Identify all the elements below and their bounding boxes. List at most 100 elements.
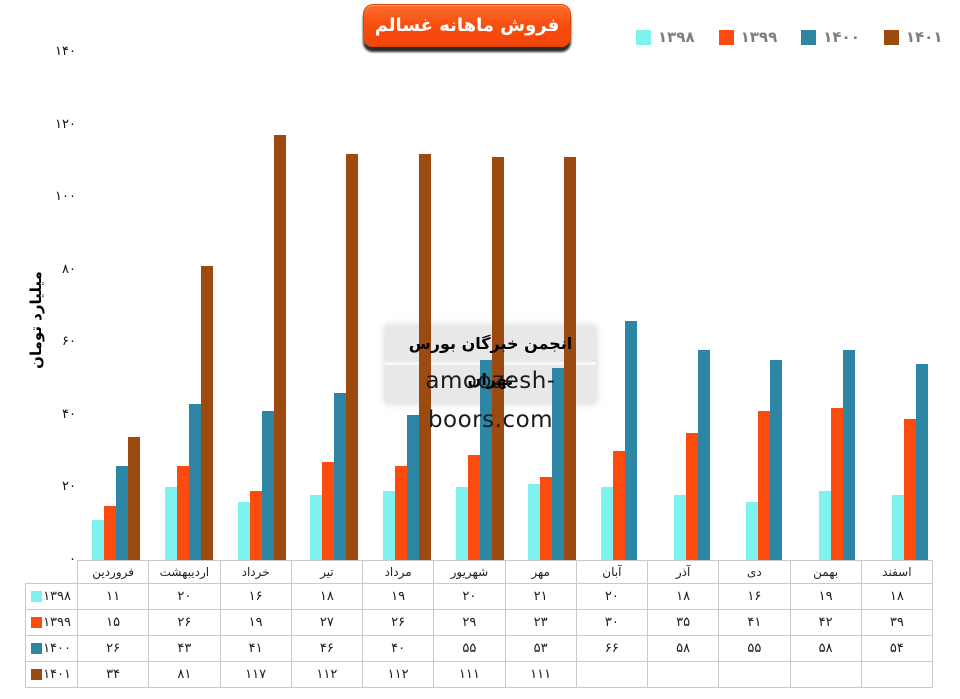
bar — [746, 501, 759, 560]
table-value-cell: ۲۳ — [504, 609, 577, 636]
table-value-cell: ۱۱۲ — [290, 661, 364, 688]
table-value-cell: ۲۷ — [290, 609, 364, 636]
table-value-cell: ۲۰ — [575, 583, 649, 610]
bar — [261, 411, 274, 560]
table-value-cell: ۱۱۱ — [433, 661, 506, 688]
series-label-cell: ۱۴۰۱ — [25, 661, 78, 688]
month-header-cell: آذر — [646, 560, 720, 584]
bar — [625, 320, 637, 560]
legend-swatch-1399 — [718, 29, 734, 45]
bar — [540, 476, 553, 560]
month-header-cell: اردیبهشت — [148, 560, 221, 584]
table-value-cell: ۵۴ — [860, 635, 934, 662]
legend-label-1401: ۱۴۰۱ — [905, 28, 943, 46]
bar — [383, 491, 395, 560]
bar — [697, 349, 710, 560]
bar — [189, 403, 201, 560]
legend-swatch-1398 — [636, 29, 651, 45]
bar — [528, 483, 541, 560]
bar — [334, 393, 347, 560]
bar — [322, 462, 335, 560]
legend-item-1401: ۱۴۰۱ — [883, 28, 943, 46]
table-value-cell: ۵۸ — [646, 635, 720, 662]
legend-swatch-1400 — [801, 29, 817, 45]
bar — [819, 491, 831, 560]
table-value-cell: ۱۶ — [219, 583, 292, 610]
table-row: ۱۳۹۹ ۱۵ ۲۶ ۱۹ ۲۷ ۲۶ ۲۹ ۲۳ ۳۰ ۳۵ ۴۱ ۴۲ ۳۹ — [25, 609, 934, 636]
table-value-cell: ۴۳ — [148, 635, 221, 662]
legend-label-1399: ۱۳۹۹ — [740, 28, 778, 46]
table-value-cell: ۲۶ — [76, 635, 150, 662]
table-value-cell: ۱۱۲ — [361, 661, 435, 688]
bar — [770, 360, 783, 560]
table-value-cell: ۵۵ — [718, 635, 791, 662]
table-row: ۱۴۰۱ ۳۴ ۸۱ ۱۱۷ ۱۱۲ ۱۱۲ ۱۱۱ ۱۱۱ — [25, 661, 934, 688]
y-tick-label: ۱۴۰ — [55, 44, 76, 59]
series-year-label: ۱۴۰۰ — [43, 641, 71, 656]
bar — [601, 487, 613, 560]
legend-item-1398: ۱۳۹۸ — [636, 28, 695, 46]
bar — [249, 491, 262, 560]
bar — [346, 153, 359, 560]
table-value-cell: ۱۸ — [860, 583, 934, 610]
legend-item-1399: ۱۳۹۹ — [718, 28, 778, 46]
table-value-cell: ۵۸ — [789, 635, 862, 662]
legend-label-1400: ۱۴۰۰ — [823, 28, 860, 46]
table-value-cell: ۱۱۱ — [504, 661, 577, 688]
y-tick-label: ۱۲۰ — [55, 116, 76, 132]
table-value-cell: ۳۴ — [76, 661, 150, 688]
bar — [491, 157, 504, 560]
bar — [831, 407, 843, 560]
table-value-cell: ۴۱ — [718, 609, 791, 636]
chart-title-badge: فروش ماهانه غسالم — [363, 4, 571, 47]
month-header-cell: مهر — [504, 560, 577, 584]
bar — [395, 465, 407, 560]
bar — [479, 360, 492, 560]
table-value-cell — [646, 661, 720, 688]
bar — [419, 153, 431, 560]
bar — [237, 501, 250, 560]
month-header-cell: خرداد — [219, 560, 292, 584]
table-row: ۱۳۹۸ ۱۱ ۲۰ ۱۶ ۱۸ ۱۹ ۲۰ ۲۱ ۲۰ ۱۸ ۱۶ ۱۹ ۱۸ — [25, 583, 934, 610]
table-value-cell: ۱۹ — [789, 583, 862, 610]
table-value-cell — [718, 661, 791, 688]
month-header-cell: آبان — [575, 560, 649, 584]
series-year-label: ۱۴۰۱ — [43, 667, 71, 682]
bar — [915, 364, 928, 560]
bar — [128, 436, 141, 560]
series-label-cell: ۱۴۰۰ — [25, 635, 78, 662]
y-tick-label: ۱۰۰ — [55, 189, 76, 205]
chart-title: فروش ماهانه غسالم — [374, 15, 560, 36]
table-value-cell: ۳۹ — [860, 609, 934, 636]
table-value-cell: ۴۰ — [361, 635, 435, 662]
bar — [613, 451, 625, 560]
bar — [685, 433, 698, 560]
table-value-cell: ۸۱ — [148, 661, 221, 688]
y-tick-label: ۴۰ — [62, 406, 76, 422]
table-value-cell: ۲۱ — [504, 583, 577, 610]
table-value-cell: ۳۰ — [575, 609, 649, 636]
legend-label-1398: ۱۳۹۸ — [658, 28, 695, 46]
table-value-cell: ۶۶ — [575, 635, 649, 662]
table-value-cell: ۱۱ — [76, 583, 150, 610]
bar — [201, 266, 213, 560]
table-value-cell — [789, 661, 862, 688]
table-value-cell: ۴۲ — [789, 609, 862, 636]
table-value-cell: ۱۵ — [76, 609, 150, 636]
bar — [673, 494, 686, 560]
table-value-cell: ۴۶ — [290, 635, 364, 662]
series-year-label: ۱۳۹۸ — [43, 589, 71, 604]
table-corner-cell — [25, 560, 78, 584]
table-value-cell: ۲۶ — [361, 609, 435, 636]
y-tick-label: ۰ — [30, 551, 76, 569]
table-row: ۱۴۰۰ ۲۶ ۴۳ ۴۱ ۴۶ ۴۰ ۵۵ ۵۳ ۶۶ ۵۸ ۵۵ ۵۸ ۵۴ — [25, 635, 934, 662]
table-value-cell: ۱۸ — [290, 583, 364, 610]
legend-swatch — [31, 669, 42, 680]
legend: ۱۳۹۸ ۱۳۹۹ ۱۴۰۰ ۱۴۰۱ — [636, 28, 943, 46]
table-value-cell: ۴۱ — [219, 635, 292, 662]
table-value-cell — [575, 661, 649, 688]
legend-swatch — [31, 617, 42, 628]
legend-swatch — [31, 643, 42, 654]
bar — [116, 465, 129, 560]
